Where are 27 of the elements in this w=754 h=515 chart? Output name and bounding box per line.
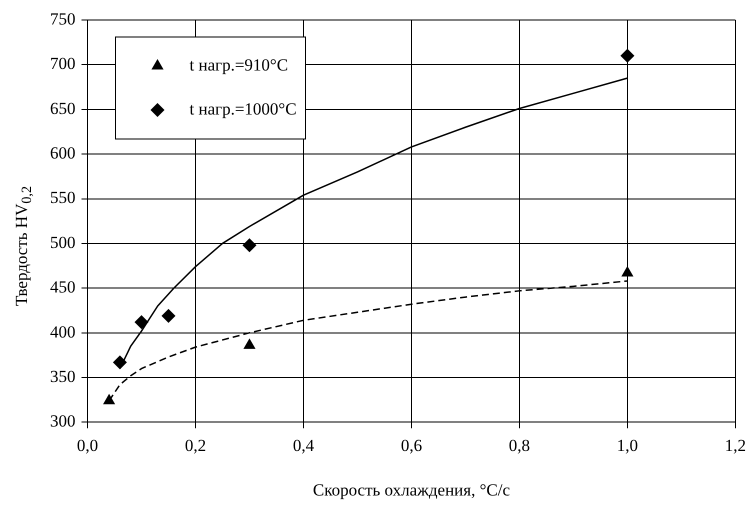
x-tick-label: 0,2	[184, 436, 206, 455]
x-tick-label: 0,0	[76, 436, 98, 455]
point	[243, 338, 256, 349]
x-tick-label: 1,2	[724, 436, 746, 455]
x-axis-title: Скорость охлаждения, °С/с	[312, 480, 510, 500]
y-tick-label: 450	[50, 278, 76, 297]
y-tick-label: 350	[50, 366, 76, 386]
point	[134, 315, 148, 330]
y-tick-label: 600	[50, 144, 76, 163]
point	[242, 238, 256, 252]
y-tick-label: 550	[50, 188, 76, 208]
x-tick-label: 0,6	[400, 436, 422, 455]
y-tick-label: 400	[50, 322, 76, 342]
point	[112, 355, 127, 370]
legend-label: t нагр.=1000°С	[190, 99, 297, 118]
y-tick-label: 650	[50, 98, 76, 118]
legend-label: t нагр.=910°С	[190, 55, 288, 74]
point	[620, 48, 634, 63]
x-tick-label: 0,4	[292, 436, 315, 455]
y-tick-label: 700	[50, 54, 76, 74]
point	[161, 308, 176, 323]
y-tick-label: 750	[50, 9, 76, 28]
x-tick-label: 1,0	[616, 436, 638, 455]
point	[103, 394, 116, 404]
y-tick-label: 500	[50, 232, 76, 252]
x-tick-label: 0,8	[508, 436, 530, 455]
y-tick-label: 300	[50, 412, 76, 431]
